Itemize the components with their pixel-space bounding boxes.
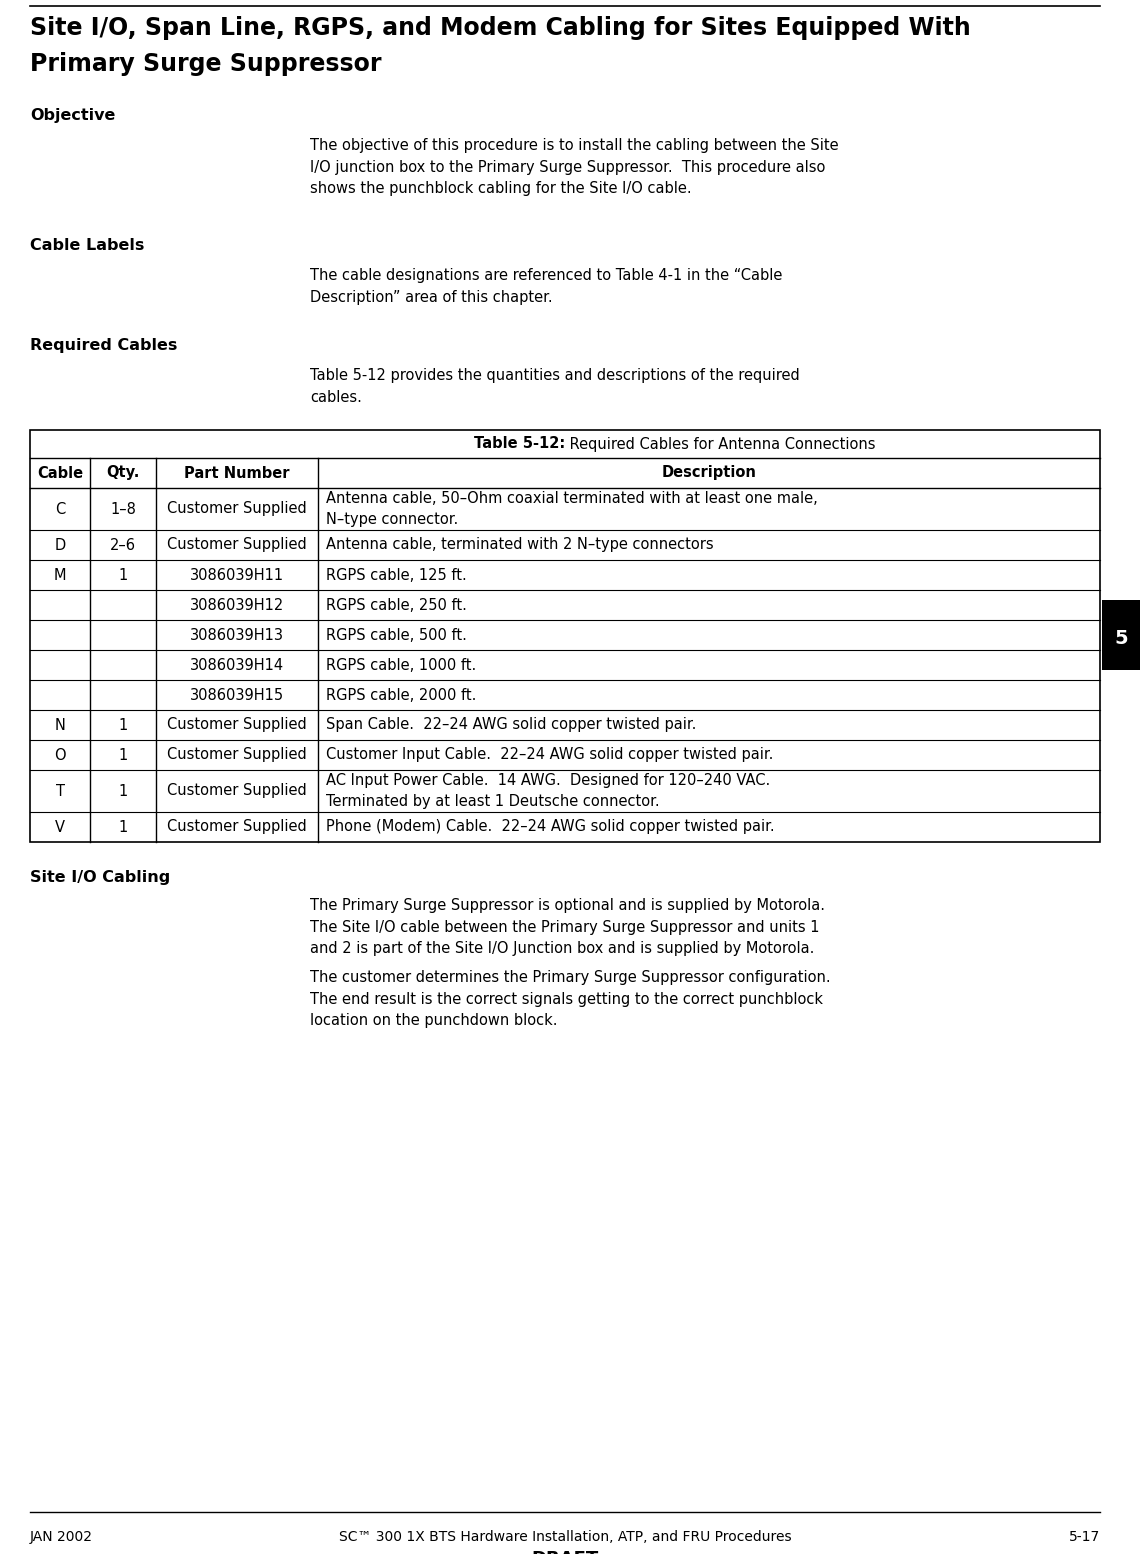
- Text: Part Number: Part Number: [185, 466, 290, 480]
- Text: V: V: [55, 819, 65, 834]
- Text: Antenna cable, 50–Ohm coaxial terminated with at least one male,
N–type connecto: Antenna cable, 50–Ohm coaxial terminated…: [326, 491, 819, 527]
- Text: Customer Supplied: Customer Supplied: [168, 783, 307, 799]
- Text: Site I/O, Span Line, RGPS, and Modem Cabling for Sites Equipped With: Site I/O, Span Line, RGPS, and Modem Cab…: [30, 16, 971, 40]
- Text: Primary Surge Suppressor: Primary Surge Suppressor: [30, 51, 382, 76]
- Bar: [30, 430, 1100, 842]
- Text: 3086039H13: 3086039H13: [190, 628, 284, 642]
- Text: 3086039H12: 3086039H12: [190, 597, 284, 612]
- Text: JAN 2002: JAN 2002: [30, 1531, 93, 1545]
- Text: Customer Supplied: Customer Supplied: [168, 718, 307, 732]
- Text: RGPS cable, 2000 ft.: RGPS cable, 2000 ft.: [326, 687, 477, 702]
- Text: C: C: [55, 502, 65, 516]
- Text: 1: 1: [119, 718, 128, 732]
- Text: Span Cable.  22–24 AWG solid copper twisted pair.: Span Cable. 22–24 AWG solid copper twist…: [326, 718, 697, 732]
- Text: Qty.: Qty.: [106, 466, 140, 480]
- Text: RGPS cable, 1000 ft.: RGPS cable, 1000 ft.: [326, 657, 477, 673]
- Text: D: D: [55, 538, 66, 553]
- Text: 1: 1: [119, 747, 128, 763]
- Text: 5: 5: [1114, 628, 1127, 648]
- Text: Customer Supplied: Customer Supplied: [168, 747, 307, 763]
- Text: The customer determines the Primary Surge Suppressor configuration.
The end resu: The customer determines the Primary Surg…: [310, 970, 831, 1029]
- Text: O: O: [55, 747, 66, 763]
- Text: Table 5-12 provides the quantities and descriptions of the required
cables.: Table 5-12 provides the quantities and d…: [310, 368, 800, 404]
- Text: M: M: [54, 567, 66, 583]
- Text: Antenna cable, terminated with 2 N–type connectors: Antenna cable, terminated with 2 N–type …: [326, 538, 714, 553]
- Text: RGPS cable, 250 ft.: RGPS cable, 250 ft.: [326, 597, 467, 612]
- Text: Customer Input Cable.  22–24 AWG solid copper twisted pair.: Customer Input Cable. 22–24 AWG solid co…: [326, 747, 774, 763]
- Text: 5-17: 5-17: [1069, 1531, 1100, 1545]
- Text: Cable Labels: Cable Labels: [30, 238, 145, 253]
- Text: 3086039H14: 3086039H14: [190, 657, 284, 673]
- Text: 1: 1: [119, 567, 128, 583]
- Text: 1–8: 1–8: [111, 502, 136, 516]
- Text: Site I/O Cabling: Site I/O Cabling: [30, 870, 170, 884]
- Text: 2–6: 2–6: [111, 538, 136, 553]
- Text: AC Input Power Cable.  14 AWG.  Designed for 120–240 VAC.
Terminated by at least: AC Input Power Cable. 14 AWG. Designed f…: [326, 774, 771, 808]
- Text: 3086039H11: 3086039H11: [190, 567, 284, 583]
- Text: Table 5-12: Required Cables for Antenna Connections: Table 5-12: Required Cables for Antenna …: [369, 437, 760, 452]
- Text: Customer Supplied: Customer Supplied: [168, 538, 307, 553]
- Text: RGPS cable, 500 ft.: RGPS cable, 500 ft.: [326, 628, 467, 642]
- Bar: [1102, 600, 1140, 670]
- Text: Phone (Modem) Cable.  22–24 AWG solid copper twisted pair.: Phone (Modem) Cable. 22–24 AWG solid cop…: [326, 819, 775, 834]
- Text: Customer Supplied: Customer Supplied: [168, 502, 307, 516]
- Text: The Primary Surge Suppressor is optional and is supplied by Motorola.
The Site I: The Primary Surge Suppressor is optional…: [310, 898, 825, 956]
- Text: The cable designations are referenced to Table 4-1 in the “Cable
Description” ar: The cable designations are referenced to…: [310, 267, 782, 305]
- Text: 3086039H15: 3086039H15: [190, 687, 284, 702]
- Text: Required Cables: Required Cables: [30, 339, 178, 353]
- Text: Customer Supplied: Customer Supplied: [168, 819, 307, 834]
- Text: RGPS cable, 125 ft.: RGPS cable, 125 ft.: [326, 567, 467, 583]
- Text: N: N: [55, 718, 66, 732]
- Text: Cable: Cable: [38, 466, 83, 480]
- Text: 1: 1: [119, 783, 128, 799]
- Text: Description: Description: [662, 466, 757, 480]
- Text: The objective of this procedure is to install the cabling between the Site
I/O j: The objective of this procedure is to in…: [310, 138, 839, 196]
- Text: DRAFT: DRAFT: [531, 1549, 598, 1554]
- Text: 1: 1: [119, 819, 128, 834]
- Text: Objective: Objective: [30, 107, 115, 123]
- Text: T: T: [56, 783, 65, 799]
- Text: Table 5-12:: Table 5-12:: [474, 437, 565, 452]
- Text: SC™ 300 1X BTS Hardware Installation, ATP, and FRU Procedures: SC™ 300 1X BTS Hardware Installation, AT…: [339, 1531, 791, 1545]
- Text: Required Cables for Antenna Connections: Required Cables for Antenna Connections: [565, 437, 876, 452]
